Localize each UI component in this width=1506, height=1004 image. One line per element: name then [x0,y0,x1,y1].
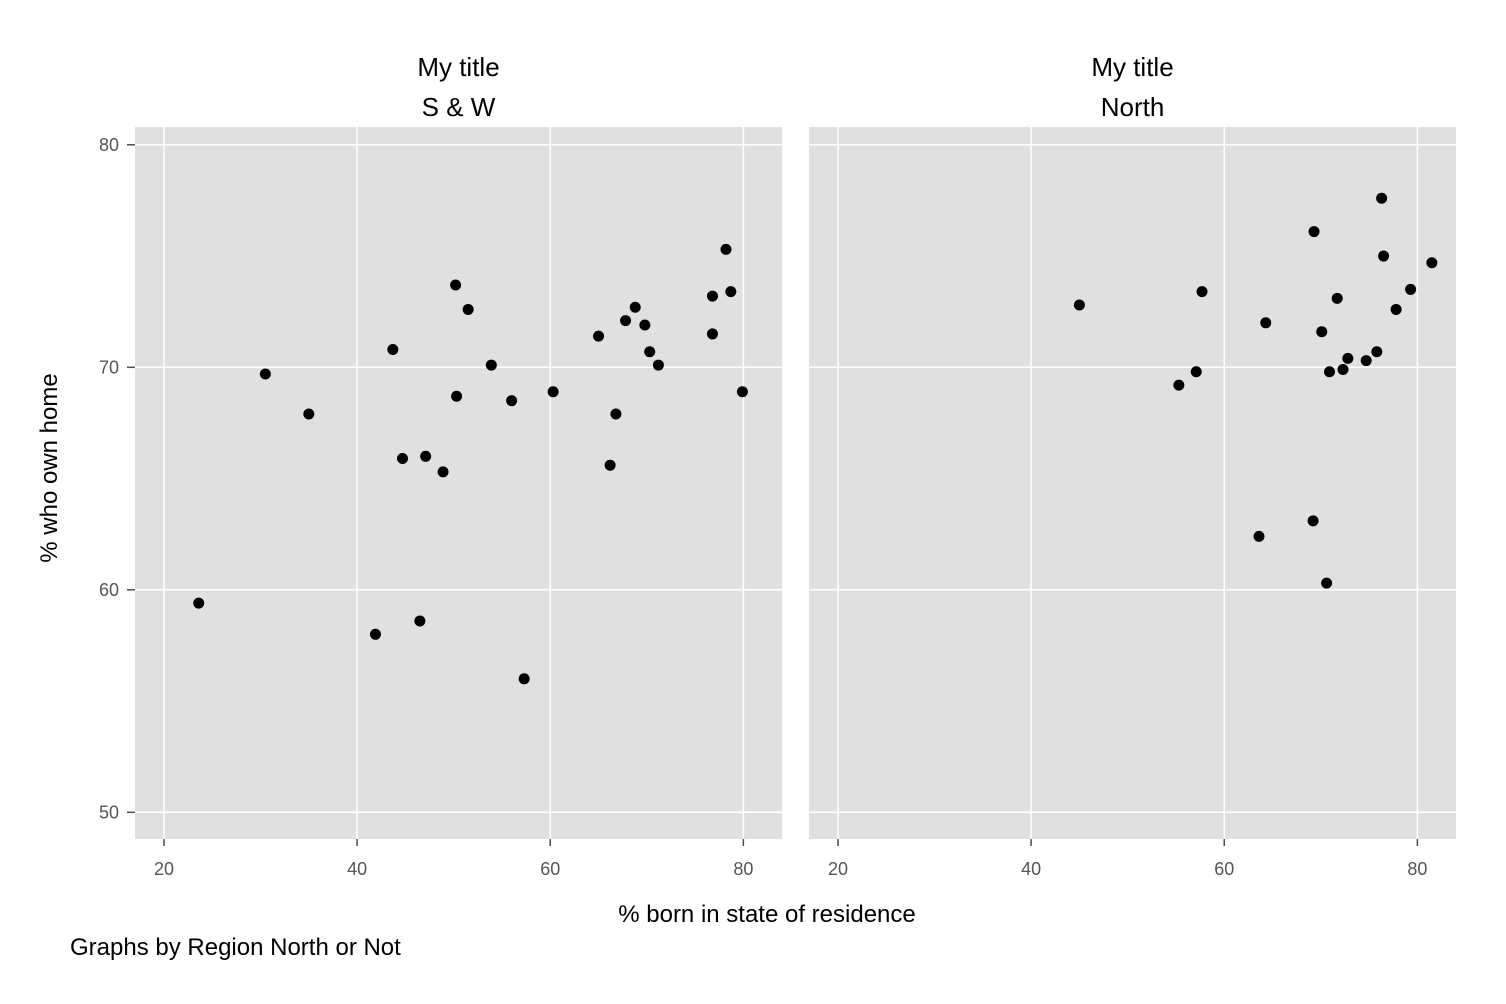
panel-2: 20 40 60 80 My title North [809,52,1456,879]
x-tick-label: 40 [1021,859,1041,879]
data-point [193,597,205,609]
data-point [1378,250,1390,262]
data-point [396,453,408,465]
data-point [1308,226,1320,238]
panel-1: 20 40 60 80 50 60 70 80 My title S & W [99,52,782,879]
data-point [437,466,449,478]
data-point [414,615,426,627]
data-point [639,319,651,331]
data-point [629,301,641,313]
data-point [1307,515,1319,527]
data-point [1253,530,1265,542]
data-point [1337,364,1349,376]
data-point [1196,286,1208,298]
data-point [1426,257,1438,269]
x-tick-label: 80 [1407,859,1427,879]
data-point [1260,317,1272,329]
data-point [620,315,632,327]
panel-subtitle: S & W [422,92,496,122]
data-point [1073,299,1085,311]
panel-title: My title [417,52,499,82]
data-point [644,346,656,358]
y-tick-label: 50 [99,802,119,822]
data-point [1405,283,1417,295]
data-point [1376,192,1388,204]
data-point [1371,346,1383,358]
panel-background [809,127,1456,839]
data-point [1390,303,1402,315]
data-point [259,368,271,380]
graph-note: Graphs by Region North or Not [70,934,401,961]
data-point [485,359,497,371]
y-axis-title: % who own home [36,373,63,562]
x-tick-label: 80 [733,859,753,879]
data-point [387,344,399,355]
panel-subtitle: North [1101,92,1165,122]
panel-background [135,127,782,839]
data-point [1173,379,1185,391]
data-point [506,395,518,407]
data-point [1342,352,1354,364]
data-point [369,628,381,640]
x-tick-label: 60 [1214,859,1234,879]
data-point [1331,292,1343,304]
panel-title: My title [1091,52,1173,82]
data-point [518,673,530,685]
x-tick-label: 20 [154,859,174,879]
x-tick-label: 20 [828,859,848,879]
data-point [420,450,432,462]
x-tick-label: 60 [540,859,560,879]
panels-layer: 20 40 60 80 50 60 70 80 My title S & W 20 40 60 80 My … [99,52,1456,879]
x-axis-title: % born in state of residence [618,901,916,928]
y-tick-label: 80 [99,135,119,155]
data-point [450,279,462,291]
data-point [451,390,463,402]
data-point [706,328,718,340]
data-point [652,359,664,371]
data-point [462,303,474,315]
data-point [303,408,315,420]
y-tick-label: 60 [99,580,119,600]
y-tick-label: 70 [99,357,119,377]
data-point [593,330,605,342]
data-point [1323,366,1335,378]
data-point [610,408,622,420]
data-point [706,290,718,302]
data-point [547,386,559,398]
data-point [720,243,732,255]
data-point [1190,366,1202,378]
data-point [1321,577,1333,589]
data-point [725,286,737,298]
data-point [1360,355,1372,367]
x-tick-label: 40 [347,859,367,879]
data-point [1316,326,1328,338]
data-point [736,386,748,398]
data-point [604,459,616,471]
